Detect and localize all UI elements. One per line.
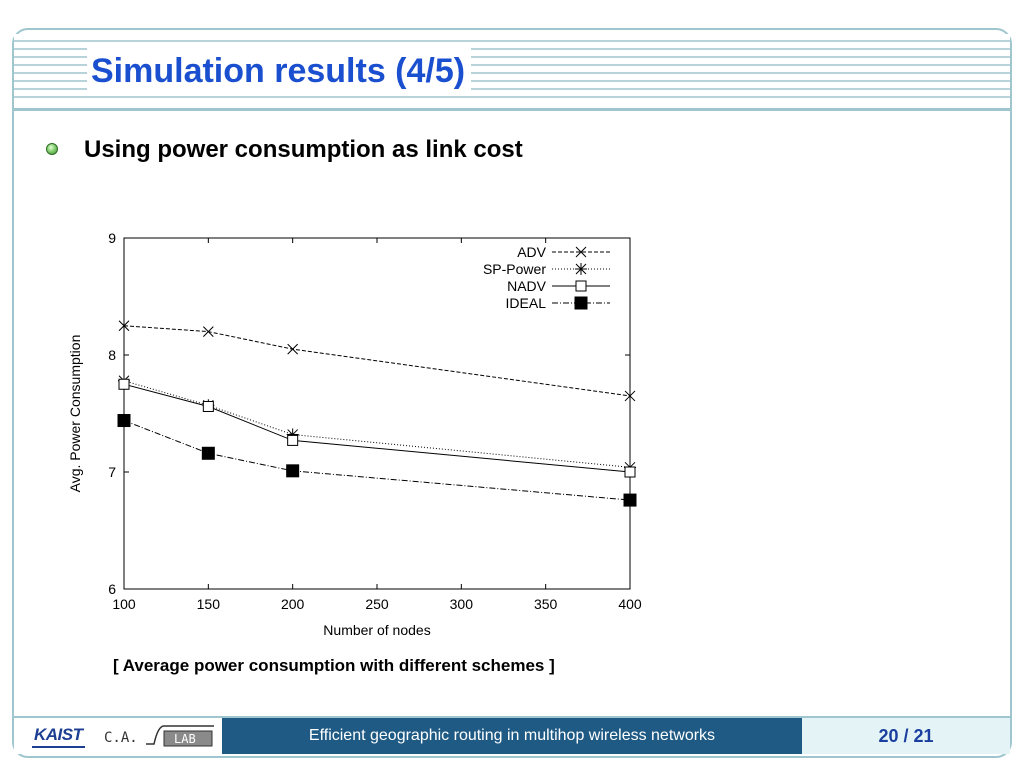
x-tick-label: 400 bbox=[618, 596, 642, 612]
bullet-icon bbox=[46, 143, 58, 155]
legend-marker bbox=[574, 296, 588, 310]
footer-logos: KAIST C.A. LAB bbox=[14, 718, 222, 754]
bullet-text: Using power consumption as link cost bbox=[84, 136, 523, 163]
data-point-ideal bbox=[286, 464, 300, 478]
title-divider bbox=[14, 108, 1010, 111]
y-tick-label: 6 bbox=[108, 581, 116, 597]
series-line-adv bbox=[123, 325, 631, 397]
legend-label: NADV bbox=[507, 278, 547, 294]
slide-frame bbox=[12, 28, 1012, 758]
legend-label: IDEAL bbox=[506, 295, 547, 311]
data-point-ideal bbox=[201, 446, 215, 460]
data-point-adv bbox=[202, 326, 214, 337]
data-point-sp-power bbox=[286, 428, 299, 441]
footer-bar: KAIST C.A. LAB Efficient geographic rout… bbox=[14, 716, 1010, 754]
y-tick-label: 8 bbox=[108, 347, 116, 363]
x-tick-label: 200 bbox=[281, 596, 305, 612]
data-point-adv bbox=[287, 343, 299, 355]
x-tick-label: 350 bbox=[534, 596, 558, 612]
x-tick-label: 100 bbox=[112, 596, 136, 612]
data-point-ideal bbox=[117, 414, 131, 428]
data-point-nadv bbox=[202, 400, 214, 412]
series-line-ideal bbox=[123, 420, 631, 501]
data-point-nadv bbox=[118, 378, 130, 390]
lab-logo-left: C.A. bbox=[104, 730, 138, 746]
series-line-nadv bbox=[123, 383, 631, 473]
line-chart: 100 150 200 250 300 350 400 6 7 8 9 Number of nodes… bbox=[67, 230, 642, 638]
data-point-adv bbox=[118, 320, 130, 332]
y-tick-label: 9 bbox=[108, 230, 116, 246]
y-axis-label: Avg. Power Consumption bbox=[67, 335, 83, 493]
kaist-logo: KAIST bbox=[32, 725, 84, 748]
lab-logo-right: LAB bbox=[174, 732, 196, 746]
legend-label: SP-Power bbox=[483, 261, 546, 277]
legend-marker bbox=[575, 280, 587, 292]
plot-area bbox=[123, 237, 631, 590]
data-point-adv bbox=[624, 390, 636, 402]
legend-marker bbox=[575, 246, 587, 258]
chart-caption: [ Average power consumption with differe… bbox=[113, 656, 555, 675]
series-line-sp-power bbox=[123, 380, 631, 468]
x-tick-label: 300 bbox=[450, 596, 474, 612]
y-tick-label: 7 bbox=[108, 464, 116, 480]
footer-title: Efficient geographic routing in multihop… bbox=[222, 718, 802, 754]
legend-label: ADV bbox=[517, 244, 546, 260]
legend-marker bbox=[575, 263, 587, 275]
data-point-ideal bbox=[623, 493, 637, 507]
page-number: 20 / 21 bbox=[802, 718, 1010, 754]
data-point-nadv bbox=[287, 434, 299, 446]
ca-lab-logo: C.A. LAB bbox=[104, 725, 214, 747]
x-tick-label: 150 bbox=[197, 596, 221, 612]
x-tick-label: 250 bbox=[365, 596, 389, 612]
data-point-nadv bbox=[624, 466, 636, 478]
slide-title: Simulation results (4/5) bbox=[87, 48, 472, 94]
x-axis-label: Number of nodes bbox=[323, 622, 430, 638]
